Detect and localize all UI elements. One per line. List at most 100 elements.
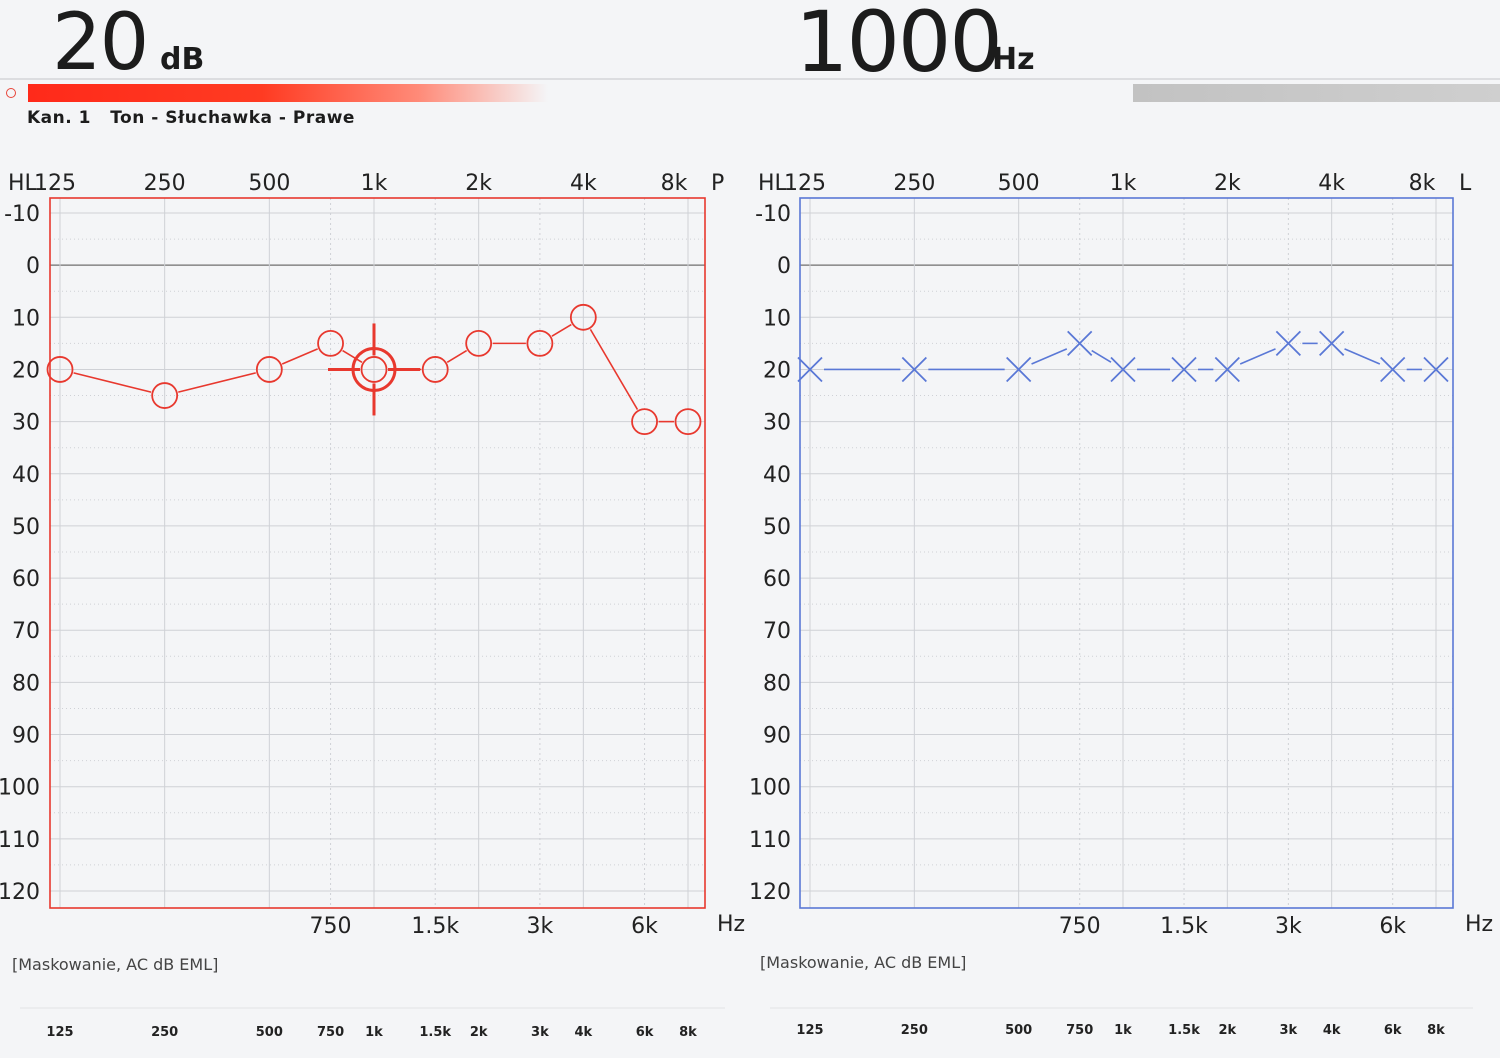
series-line — [178, 372, 256, 393]
y-tick-label: 80 — [12, 671, 40, 696]
y-tick-label: 90 — [763, 724, 791, 749]
frequency-value: 1000 — [795, 0, 1003, 91]
threshold-circle-marker — [255, 356, 283, 383]
mid-freq-label: 1.5k — [1160, 914, 1208, 939]
level-meter-bar — [28, 84, 548, 102]
threshold-circle-marker — [317, 329, 344, 357]
y-tick-label: 0 — [26, 254, 40, 279]
y-tick-label: 60 — [12, 567, 40, 592]
y-tick-label: 0 — [777, 254, 791, 279]
threshold-x-marker — [1171, 356, 1197, 383]
y-tick-label: 10 — [12, 306, 40, 331]
bottom-freq-label: 2k — [470, 1025, 488, 1040]
threshold-circle-marker — [631, 408, 658, 436]
top-freq-label: 250 — [893, 171, 935, 196]
masking-label-right: [Maskowanie, AC dB EML] — [12, 955, 219, 974]
bottom-freq-label: 125 — [46, 1025, 73, 1040]
unit-label: Hz — [1465, 912, 1493, 937]
top-freq-label: 4k — [1318, 171, 1345, 196]
series-line — [73, 372, 152, 393]
bottom-freq-label: 750 — [1066, 1023, 1093, 1038]
mid-freq-label: 6k — [631, 914, 658, 939]
bottom-freq-label: 1k — [1114, 1023, 1132, 1038]
hl-corner-label: HL — [758, 171, 788, 196]
mid-freq-label: 6k — [1379, 914, 1406, 939]
bottom-freq-label: 1.5k — [419, 1025, 451, 1040]
mid-freq-label: 3k — [1275, 914, 1302, 939]
threshold-circle-marker — [526, 329, 554, 357]
y-tick-label: 30 — [763, 411, 791, 436]
hl-corner-label: HL — [8, 171, 38, 196]
level-meter-track — [1133, 84, 1500, 102]
bottom-freq-label: 8k — [1427, 1023, 1445, 1038]
top-freq-label: 8k — [1409, 171, 1436, 196]
bottom-freq-label: 750 — [317, 1025, 344, 1040]
y-tick-label: 110 — [749, 828, 791, 853]
bottom-freq-label: 250 — [151, 1025, 178, 1040]
series-line — [1344, 348, 1381, 365]
threshold-circle-marker — [151, 382, 179, 409]
bottom-freq-label: 3k — [1280, 1023, 1298, 1038]
bottom-freq-label: 3k — [531, 1025, 549, 1040]
threshold-x-marker — [1423, 356, 1449, 383]
y-tick-label: 100 — [0, 776, 40, 801]
mid-freq-label: 750 — [1059, 914, 1101, 939]
top-freq-label: 1k — [1110, 171, 1137, 196]
threshold-x-marker — [1110, 356, 1136, 383]
top-freq-label: 4k — [570, 171, 597, 196]
series-line — [281, 348, 318, 365]
threshold-circle-marker — [465, 329, 493, 357]
y-tick-label: -10 — [755, 202, 791, 227]
y-tick-label: 60 — [763, 567, 791, 592]
threshold-x-marker — [797, 356, 823, 383]
left-chart-frame — [799, 197, 1454, 909]
series-line — [551, 323, 572, 337]
series-line — [1239, 348, 1276, 365]
right-chart-frame — [49, 197, 706, 909]
mid-freq-label: 750 — [310, 914, 352, 939]
top-freq-label: 125 — [34, 171, 76, 196]
threshold-x-marker — [1380, 356, 1406, 383]
top-freq-label: 500 — [248, 171, 290, 196]
top-freq-label: 500 — [998, 171, 1040, 196]
level-unit: dB — [160, 42, 205, 77]
series-line — [446, 349, 468, 363]
bottom-freq-label: 4k — [574, 1025, 592, 1040]
top-freq-label: 125 — [784, 171, 826, 196]
bottom-freq-label: 2k — [1218, 1023, 1236, 1038]
threshold-x-marker — [1275, 330, 1301, 357]
threshold-x-marker — [1006, 356, 1032, 383]
threshold-circle-marker — [360, 356, 388, 383]
y-tick-label: 80 — [763, 671, 791, 696]
top-freq-label: 2k — [1214, 171, 1241, 196]
top-divider — [0, 78, 1500, 80]
threshold-x-marker — [1319, 330, 1345, 357]
level-value: 20 — [52, 0, 149, 88]
top-freq-label: 2k — [465, 171, 492, 196]
threshold-x-marker — [1067, 330, 1093, 357]
frequency-unit: Hz — [992, 42, 1035, 77]
ear-label: P — [711, 171, 724, 196]
top-freq-label: 1k — [361, 171, 388, 196]
mid-freq-label: 3k — [527, 914, 554, 939]
y-tick-label: 40 — [12, 463, 40, 488]
series-line — [342, 349, 363, 363]
bottom-freq-label: 4k — [1323, 1023, 1341, 1038]
threshold-circle-marker — [569, 303, 597, 331]
y-tick-label: 20 — [12, 358, 40, 383]
bottom-freq-label: 1.5k — [1168, 1023, 1200, 1038]
threshold-circle-marker — [46, 356, 74, 383]
y-tick-label: 50 — [12, 515, 40, 540]
y-tick-label: 50 — [763, 515, 791, 540]
y-tick-label: 120 — [0, 880, 40, 905]
ear-label: L — [1459, 171, 1472, 196]
unit-label: Hz — [717, 912, 745, 937]
bottom-freq-label: 6k — [636, 1025, 654, 1040]
y-tick-label: 120 — [749, 880, 791, 905]
masking-label-left: [Maskowanie, AC dB EML] — [760, 953, 967, 972]
series-line — [1031, 348, 1068, 365]
y-tick-label: 90 — [12, 724, 40, 749]
y-tick-label: 100 — [749, 776, 791, 801]
bottom-freq-label: 6k — [1384, 1023, 1402, 1038]
